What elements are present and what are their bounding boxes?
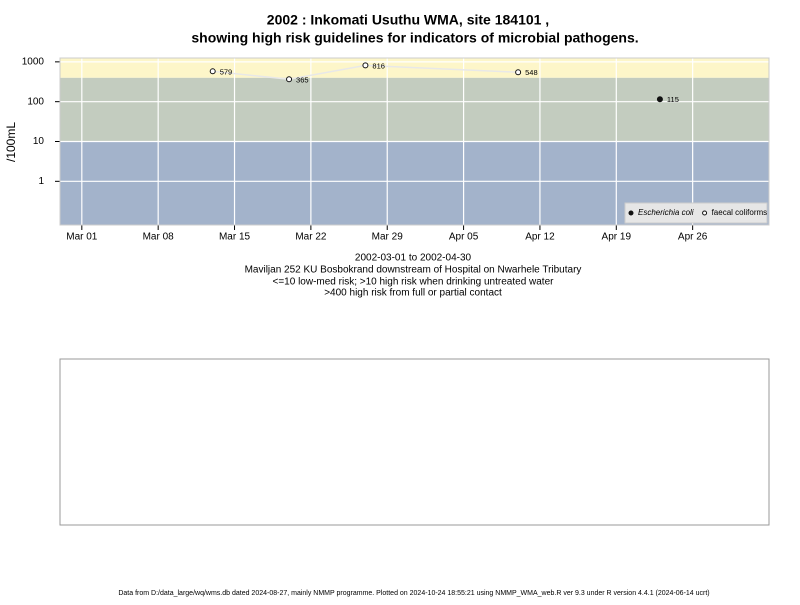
- x-tick-label: Mar 15: [219, 232, 251, 243]
- legend-label: Escherichia coli: [638, 208, 694, 217]
- x-tick-label: Apr 19: [602, 232, 632, 243]
- note: Maviljan 252 KU Bosbokrand downstream of…: [245, 265, 582, 276]
- y-tick-label: 1000: [22, 56, 45, 67]
- legend-label: faecal coliforms: [712, 208, 768, 217]
- note: <=10 low-med risk; >10 high risk when dr…: [273, 277, 555, 288]
- footer: Data from D:/data_large/wq/wms.db dated …: [118, 590, 709, 597]
- data-point: [515, 69, 522, 76]
- x-tick-label: Mar 08: [143, 232, 175, 243]
- x-tick-label: Apr 05: [449, 232, 479, 243]
- data-point: [286, 76, 293, 83]
- data-label: 115: [667, 95, 679, 104]
- x-tick-label: Mar 29: [372, 232, 404, 243]
- legend-marker: [702, 210, 708, 216]
- risk-band: [60, 77, 769, 142]
- y-axis-label: /100mL: [4, 122, 18, 162]
- plot-frame: [59, 57, 770, 226]
- x-tick-label: Mar 01: [66, 232, 98, 243]
- legend-box: [624, 202, 768, 224]
- y-tick-label: 10: [33, 136, 45, 147]
- chart-title: 2002 : Inkomati Usuthu WMA, site 184101 …: [267, 12, 549, 28]
- data-label: 816: [372, 61, 385, 70]
- legend-marker: [628, 210, 634, 216]
- data-point: [209, 68, 216, 75]
- x-tick-label: Apr 12: [525, 232, 555, 243]
- chart-subtitle: showing high risk guidelines for indicat…: [191, 30, 638, 46]
- y-tick-label: 1: [38, 176, 44, 187]
- series-line: [212, 64, 519, 81]
- empty-panel: [59, 358, 770, 526]
- x-tick-label: Apr 26: [678, 232, 708, 243]
- y-tick-label: 100: [27, 96, 44, 107]
- data-point: [362, 62, 369, 69]
- note: 2002-03-01 to 2002-04-30: [355, 253, 472, 264]
- data-label: 548: [525, 68, 538, 77]
- note: >400 high risk from full or partial cont…: [324, 288, 502, 299]
- data-label: 365: [296, 75, 309, 84]
- x-tick-label: Mar 22: [295, 232, 327, 243]
- data-point: [656, 96, 663, 103]
- data-label: 579: [220, 67, 233, 76]
